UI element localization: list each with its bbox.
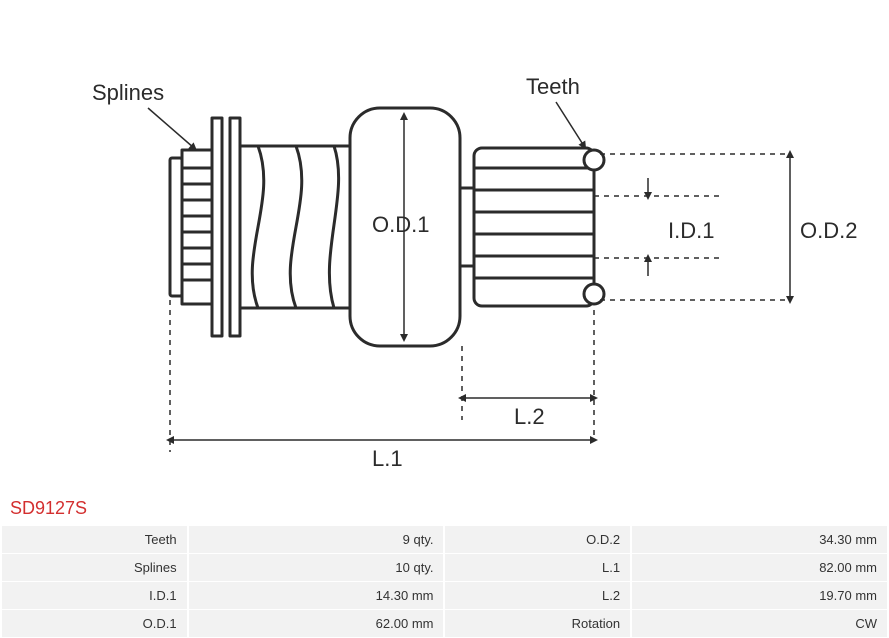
table-row: Splines10 qty.L.182.00 mm [2, 554, 887, 581]
dim-od2-label: O.D.2 [800, 218, 857, 243]
spec-label: Teeth [2, 526, 187, 553]
spec-label: O.D.1 [2, 610, 187, 637]
spec-label: L.1 [445, 554, 630, 581]
spec-value: 62.00 mm [189, 610, 444, 637]
label-teeth: Teeth [526, 74, 580, 99]
spec-label: I.D.1 [2, 582, 187, 609]
spec-value: 82.00 mm [632, 554, 887, 581]
technical-diagram: I.D.1 O.D.2 O.D.1 L.2 L.1 Splines Teeth [0, 0, 889, 490]
spec-label: Splines [2, 554, 187, 581]
spec-value: 34.30 mm [632, 526, 887, 553]
spec-value: 14.30 mm [189, 582, 444, 609]
spec-value: 10 qty. [189, 554, 444, 581]
dim-l2-label: L.2 [514, 404, 545, 429]
spec-label: O.D.2 [445, 526, 630, 553]
diagram-container: I.D.1 O.D.2 O.D.1 L.2 L.1 Splines Teeth [0, 0, 889, 490]
dim-id1-label: I.D.1 [668, 218, 714, 243]
dim-l1-label: L.1 [372, 446, 403, 471]
spec-value: 19.70 mm [632, 582, 887, 609]
dim-od1-label: O.D.1 [372, 212, 429, 237]
spec-label: L.2 [445, 582, 630, 609]
spec-table: Teeth9 qty.O.D.234.30 mmSplines10 qty.L.… [0, 525, 889, 638]
table-row: I.D.114.30 mmL.219.70 mm [2, 582, 887, 609]
table-row: Teeth9 qty.O.D.234.30 mm [2, 526, 887, 553]
part-number: SD9127S [0, 490, 889, 525]
label-splines: Splines [92, 80, 164, 105]
spec-value: 9 qty. [189, 526, 444, 553]
spec-value: CW [632, 610, 887, 637]
spec-label: Rotation [445, 610, 630, 637]
table-row: O.D.162.00 mmRotationCW [2, 610, 887, 637]
